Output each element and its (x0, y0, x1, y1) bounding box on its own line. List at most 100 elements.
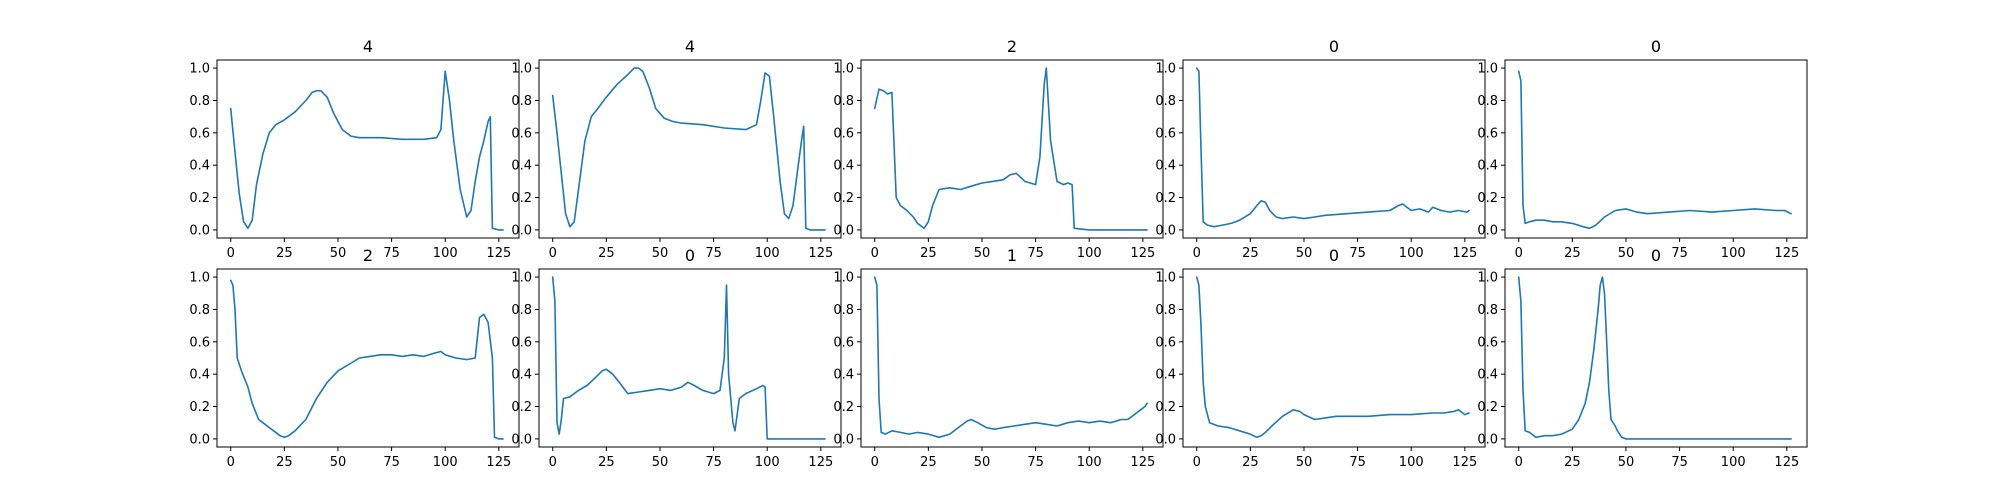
x-tick-label: 0 (871, 455, 879, 470)
x-tick-label: 125 (1774, 246, 1799, 261)
x-tick-label: 25 (1564, 455, 1581, 470)
x-tick-label: 0 (227, 246, 235, 261)
series-line (873, 276, 1148, 439)
y-tick-label: 1.0 (189, 62, 210, 77)
chart-title: 0 (1651, 246, 1661, 265)
x-tick-label: 125 (808, 455, 833, 470)
y-tick-label: 0.8 (189, 303, 210, 318)
x-tick-label: 75 (1027, 246, 1044, 261)
y-tick-label: 0.8 (833, 94, 854, 109)
x-tick-label: 125 (486, 455, 511, 470)
y-tick-label: 0.8 (511, 303, 532, 318)
y-tick-label: 1.0 (833, 271, 854, 286)
y-tick-label: 1.0 (1477, 271, 1498, 286)
y-tick-label: 0.2 (511, 400, 532, 415)
y-tick-label: 0.8 (833, 303, 854, 318)
y-tick-label: 0.4 (833, 368, 854, 383)
plot-frame (860, 59, 1164, 239)
x-tick-label: 25 (1242, 455, 1259, 470)
chart-panel-7: 0 0.0 0.2 0.4 0.6 0.8 1.0 0 25 50 75 100 125 (511, 246, 842, 470)
y-tick-label: 0.0 (1155, 223, 1176, 238)
y-tick-label: 0.8 (1477, 94, 1498, 109)
x-tick-label: 125 (1774, 455, 1799, 470)
x-tick-label: 50 (330, 455, 347, 470)
chart-panel-1: 4 0.0 0.2 0.4 0.6 0.8 1.0 0 25 50 75 100 125 (189, 37, 520, 261)
x-tick-label: 100 (1399, 246, 1424, 261)
y-tick-label: 0.0 (189, 223, 210, 238)
x-tick-label: 125 (486, 246, 511, 261)
y-tick-label: 0.0 (1155, 432, 1176, 447)
y-tick-label: 1.0 (189, 271, 210, 286)
y-tick-label: 0.2 (189, 400, 210, 415)
y-tick-label: 0.6 (1155, 335, 1176, 350)
series-line (1517, 70, 1792, 230)
chart-panel-2: 4 0.0 0.2 0.4 0.6 0.8 1.0 0 25 50 75 100 125 (511, 37, 842, 261)
y-tick-label: 0.0 (833, 223, 854, 238)
x-tick-label: 100 (1399, 455, 1424, 470)
y-tick-label: 0.4 (511, 368, 532, 383)
plot-frame (1182, 268, 1486, 448)
chart-panel-4: 0 0.0 0.2 0.4 0.6 0.8 1.0 0 25 50 75 100 125 (1155, 37, 1486, 261)
x-tick-label: 0 (227, 455, 235, 470)
x-tick-label: 75 (383, 455, 400, 470)
x-tick-label: 125 (1130, 246, 1155, 261)
y-tick-label: 0.8 (189, 94, 210, 109)
y-tick-label: 0.2 (1477, 191, 1498, 206)
x-tick-label: 100 (1077, 455, 1102, 470)
y-tick-label: 0.0 (833, 432, 854, 447)
plot-frame (1182, 59, 1486, 239)
y-tick-label: 1.0 (1155, 62, 1176, 77)
chart-title: 0 (685, 246, 695, 265)
x-tick-label: 0 (1193, 246, 1201, 261)
x-tick-label: 50 (1618, 246, 1635, 261)
y-tick-label: 1.0 (1155, 271, 1176, 286)
chart-title: 0 (1329, 246, 1339, 265)
y-tick-label: 0.2 (1155, 400, 1176, 415)
series-line (229, 70, 504, 231)
x-tick-label: 25 (276, 455, 293, 470)
series-line (1195, 276, 1470, 439)
x-tick-label: 50 (652, 246, 669, 261)
x-tick-label: 25 (276, 246, 293, 261)
y-tick-label: 0.2 (1477, 400, 1498, 415)
x-tick-label: 100 (1721, 246, 1746, 261)
x-tick-label: 50 (1618, 455, 1635, 470)
y-tick-label: 0.6 (511, 335, 532, 350)
plot-frame (216, 59, 520, 239)
x-tick-label: 75 (1027, 455, 1044, 470)
plot-frame (1504, 268, 1808, 448)
x-tick-label: 50 (974, 455, 991, 470)
x-tick-label: 75 (383, 246, 400, 261)
series-line (551, 67, 826, 231)
x-tick-label: 75 (705, 246, 722, 261)
x-tick-label: 75 (1349, 246, 1366, 261)
y-tick-label: 0.4 (511, 159, 532, 174)
y-tick-label: 0.8 (1477, 303, 1498, 318)
series-line (873, 67, 1148, 231)
y-tick-label: 0.8 (1155, 94, 1176, 109)
chart-title: 2 (1007, 37, 1017, 56)
x-tick-label: 50 (330, 246, 347, 261)
chart-title: 0 (1329, 37, 1339, 56)
x-tick-label: 0 (549, 246, 557, 261)
x-tick-label: 50 (1296, 246, 1313, 261)
chart-panel-3: 2 0.0 0.2 0.4 0.6 0.8 1.0 0 25 50 75 100 125 (833, 37, 1164, 261)
y-tick-label: 0.4 (1477, 368, 1498, 383)
y-tick-label: 0.6 (833, 126, 854, 141)
chart-panel-6: 2 0.0 0.2 0.4 0.6 0.8 1.0 0 25 50 75 100 125 (189, 246, 520, 470)
x-tick-label: 25 (920, 455, 937, 470)
x-tick-label: 125 (1452, 455, 1477, 470)
y-tick-label: 0.4 (833, 159, 854, 174)
chart-panel-8: 1 0.0 0.2 0.4 0.6 0.8 1.0 0 25 50 75 100 125 (833, 246, 1164, 470)
x-tick-label: 100 (433, 246, 458, 261)
x-tick-label: 100 (1721, 455, 1746, 470)
y-tick-label: 0.2 (833, 400, 854, 415)
chart-title: 0 (1651, 37, 1661, 56)
chart-panel-10: 0 0.0 0.2 0.4 0.6 0.8 1.0 0 25 50 75 100 125 (1477, 246, 1808, 470)
x-tick-label: 50 (1296, 455, 1313, 470)
y-tick-label: 0.6 (1155, 126, 1176, 141)
y-tick-label: 0.0 (1477, 432, 1498, 447)
y-tick-label: 1.0 (833, 62, 854, 77)
x-tick-label: 25 (1242, 246, 1259, 261)
